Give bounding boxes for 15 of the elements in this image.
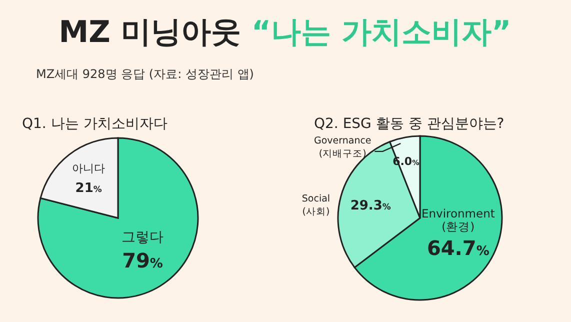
slice-label: Environment (환경) <box>421 206 496 234</box>
data-label: 29.3% <box>350 198 392 214</box>
chart-title: Q1. 나는 가치소비자다 <box>22 116 168 132</box>
text: MZ 미닝아웃 <box>58 15 252 50</box>
slice-label: 아니다 <box>72 162 106 176</box>
pie-slice <box>37 137 199 299</box>
data-label: 21% <box>75 180 102 196</box>
data-label: 64.7% <box>426 236 490 260</box>
slice-label: Social (사회) <box>302 193 330 218</box>
chart-title: Q2. ESG 활동 중 관심분야는? <box>314 116 504 132</box>
data-label: 79% <box>122 248 163 273</box>
slice-label: Governance (지배구조) <box>314 135 372 160</box>
slice-label: 그렇다 <box>122 230 164 246</box>
text: “나는 가치소비자” <box>251 15 512 50</box>
text: MZ세대 928명 응답 (자료: 성장관리 앱) <box>36 67 254 81</box>
